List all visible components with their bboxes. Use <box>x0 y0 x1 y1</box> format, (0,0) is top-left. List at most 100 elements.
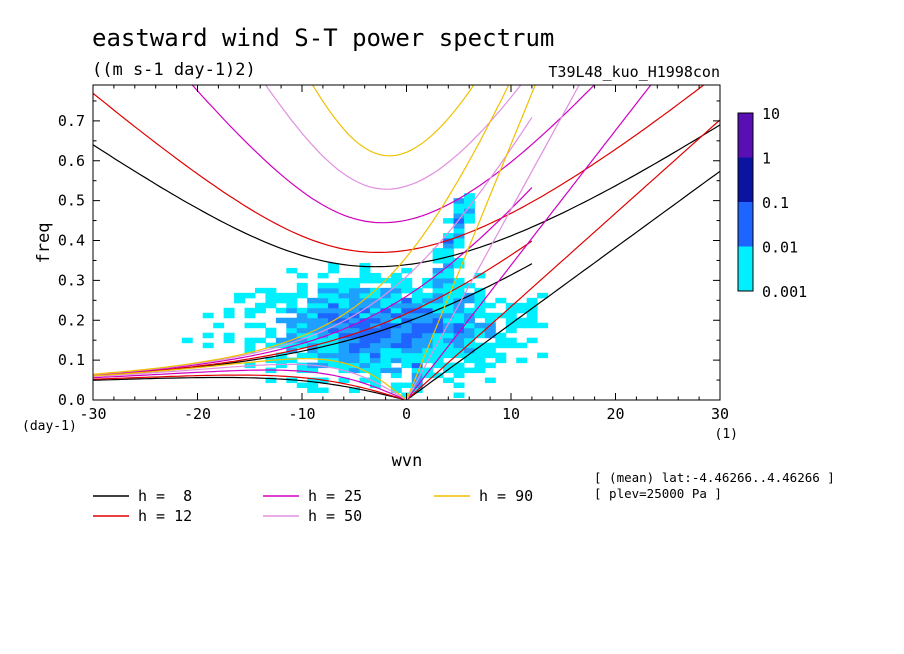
run-label: T39L48_kuo_H1998con <box>548 63 720 81</box>
heatmap-cell <box>265 377 277 384</box>
heatmap-cell <box>422 352 434 359</box>
heatmap-cell <box>422 367 434 374</box>
heatmap-cell <box>411 327 423 334</box>
heatmap-cell <box>422 282 434 289</box>
heatmap-cell <box>463 213 475 219</box>
heatmap-cell <box>390 387 402 394</box>
heatmap-cell <box>244 322 256 329</box>
heatmap-cell <box>505 322 517 329</box>
heatmap-cell <box>275 297 287 304</box>
heatmap-cell <box>484 362 496 369</box>
heatmap-cell <box>432 302 444 309</box>
heatmap-cell <box>349 297 360 304</box>
heatmap-cell <box>317 272 329 279</box>
heatmap-cell <box>453 287 465 294</box>
heatmap-cell <box>317 292 329 299</box>
rossby-curve-h90 <box>93 358 407 400</box>
colorbar-swatch <box>738 246 753 291</box>
inertia-gravity-curve-h12 <box>93 85 705 253</box>
heatmap-cell <box>453 312 465 319</box>
heatmap-cell <box>380 352 392 359</box>
heatmap-cell <box>401 307 413 314</box>
heatmap-cell <box>453 327 465 334</box>
heatmap-cell <box>484 377 496 384</box>
heatmap-cell <box>390 332 402 339</box>
heatmap-cell <box>453 342 465 349</box>
heatmap-cell <box>349 302 360 309</box>
heatmap-cell <box>369 327 381 334</box>
heatmap-cell <box>463 208 475 214</box>
heatmap-cell <box>265 327 277 334</box>
heatmap-cell <box>349 332 360 339</box>
colorbar-label: 10 <box>762 105 780 123</box>
heatmap-cell <box>505 312 517 319</box>
colorbar-swatch <box>738 202 753 247</box>
heatmap-cell <box>422 297 434 304</box>
heatmap-cell <box>432 362 444 369</box>
heatmap-cell <box>380 337 392 344</box>
heatmap-cell <box>202 332 214 339</box>
rossby-curve-h12 <box>93 374 407 400</box>
heatmap-cell <box>244 292 256 299</box>
heatmap-cell <box>453 223 465 229</box>
chart-title: eastward wind S-T power spectrum <box>92 24 554 52</box>
mrg-curve-h25 <box>93 187 533 376</box>
heatmap-cell <box>401 382 413 389</box>
heatmap-cell <box>296 307 308 314</box>
heatmap-cell <box>349 277 360 284</box>
heatmap-cell <box>296 312 308 319</box>
heatmap-cell <box>223 337 235 344</box>
rossby-curve-h25 <box>93 369 407 400</box>
heatmap-cell <box>505 337 517 344</box>
heatmap-cell <box>411 317 423 324</box>
heatmap-cell <box>286 322 298 329</box>
heatmap-cell <box>286 297 298 304</box>
heatmap-cell <box>380 367 392 374</box>
heatmap-cell <box>359 347 371 354</box>
colorbar-label: 1 <box>762 150 771 168</box>
heatmap-cell <box>411 357 423 364</box>
colorbar-label: 0.01 <box>762 239 798 257</box>
heatmap-cell <box>359 287 371 294</box>
heatmap-cell <box>286 317 298 324</box>
heatmap-cell <box>296 327 308 334</box>
heatmap-cell <box>453 213 465 219</box>
heatmap-cell <box>422 312 434 319</box>
heatmap-cell <box>254 337 266 344</box>
colorbar-label: 0.001 <box>762 283 807 301</box>
heatmap-cell <box>286 267 298 274</box>
heatmap-cell <box>390 297 402 304</box>
heatmap-cell <box>443 322 455 329</box>
heatmap-cell <box>401 352 413 359</box>
heatmap-cell <box>463 352 475 359</box>
y-tick-label: 0.4 <box>58 232 85 250</box>
heatmap-cell <box>474 292 486 299</box>
heatmap-cell <box>474 332 486 339</box>
heatmap-cell <box>453 203 465 209</box>
heatmap-cell <box>369 377 381 384</box>
heatmap-cell <box>401 357 413 364</box>
heatmap-cell <box>411 342 423 349</box>
heatmap-cell <box>338 297 350 304</box>
heatmap-cell <box>296 337 308 344</box>
heatmap-cell <box>401 297 413 304</box>
heatmap-cell <box>317 357 329 364</box>
heatmap-cell <box>453 262 465 269</box>
heatmap-cell <box>369 352 381 359</box>
x-tick-label: -20 <box>184 405 211 423</box>
heatmap-cell <box>453 228 465 234</box>
heatmap-cell <box>401 302 413 309</box>
heatmap-cell <box>369 292 381 299</box>
heatmap-cell <box>411 302 423 309</box>
heatmap-cell <box>181 337 193 344</box>
heatmap-cell <box>411 367 423 374</box>
heatmap-cell <box>328 302 340 309</box>
x-tick-label: 0 <box>402 405 411 423</box>
heatmap-cell <box>443 337 455 344</box>
heatmap-cell <box>463 347 475 354</box>
heatmap-cell <box>443 233 455 239</box>
heatmap-cell <box>307 297 319 304</box>
heatmap-cell <box>453 282 465 289</box>
heatmap-cell <box>474 297 486 304</box>
heatmap-cell <box>359 322 371 329</box>
